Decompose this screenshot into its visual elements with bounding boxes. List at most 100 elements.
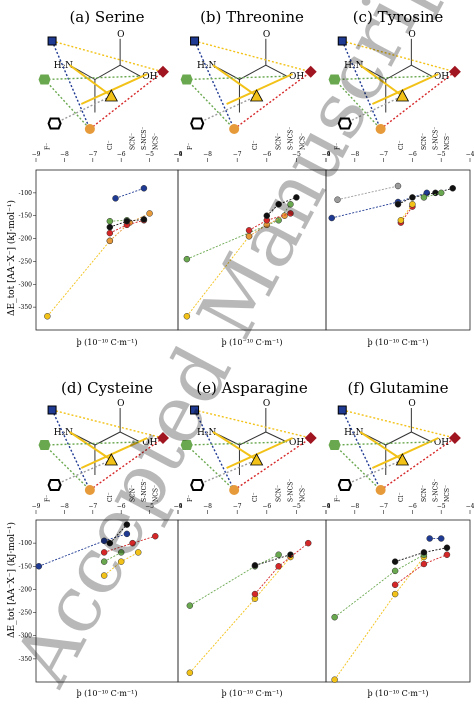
anion-label: S-NCS⁻	[287, 127, 294, 150]
top-tick-label: −6	[117, 503, 126, 510]
top-tick-label: −9	[322, 503, 331, 510]
series-line	[189, 554, 279, 607]
interaction-line	[212, 431, 258, 461]
data-point	[245, 233, 253, 240]
bond	[411, 64, 433, 77]
atom-label: O	[117, 30, 124, 40]
data-point	[146, 210, 153, 217]
red-diamond-marker	[156, 65, 169, 78]
anion-label: SCN⁻	[130, 485, 137, 502]
panel-title: (e) Asparagine	[196, 379, 308, 397]
interaction-dotted	[51, 409, 91, 491]
interaction-line	[371, 437, 439, 469]
data-point	[304, 539, 312, 547]
bond	[119, 431, 141, 443]
top-tick-label: −9	[174, 151, 183, 158]
data-point	[331, 613, 338, 621]
data-point	[106, 539, 114, 547]
panel-5: (f) GlutamineH₂NOOH−9−8−7−6−5−4F⁻Cl⁻SCN⁻…	[322, 379, 474, 698]
black-hexagon-marker	[47, 479, 62, 491]
series-line	[248, 212, 291, 231]
data-point	[106, 223, 114, 231]
top-tick-label: −4	[174, 503, 183, 510]
anion-label: NCS⁻	[152, 485, 159, 502]
interaction-line	[226, 437, 294, 469]
anion-label: SCN⁻	[276, 485, 283, 502]
data-point	[420, 194, 428, 201]
x-axis-label: þ (10⁻¹⁰ C·m⁻¹)	[368, 338, 429, 347]
interaction-dotted	[51, 409, 164, 439]
atom-label: O	[117, 399, 124, 409]
series-line	[337, 185, 399, 201]
y-tick-label: -250	[19, 258, 33, 265]
data-point	[293, 194, 300, 201]
y-tick-label: -300	[19, 633, 33, 640]
anion-label: NCS⁻	[444, 485, 451, 502]
top-tick-label: −7	[379, 151, 388, 158]
data-point	[117, 549, 125, 556]
data-point	[391, 590, 399, 598]
top-tick-label: −6	[117, 151, 126, 158]
top-tick-label: −9	[32, 503, 41, 510]
interaction-dotted	[186, 444, 235, 491]
data-point	[328, 214, 336, 222]
anion-label: S-NCS⁻	[287, 479, 294, 502]
y-tick-label: -300	[19, 281, 33, 288]
data-point	[287, 210, 294, 217]
interaction-dotted	[344, 459, 403, 486]
anion-label: Cl⁻	[252, 492, 259, 502]
panel-1: (b) Threonine H₂N O OH −9 −8 −7 −6 −5 −4 F⁻ Cl⁻ SCN⁻…	[174, 8, 331, 347]
anion-label: S-NCS⁻	[432, 127, 439, 150]
y-tick-label: -150	[19, 563, 33, 570]
interaction-line	[80, 437, 148, 469]
data-point	[106, 229, 114, 237]
anion-label: F⁻	[335, 143, 342, 150]
top-tick-label: −7	[233, 151, 242, 158]
y-tick-label: -200	[19, 236, 33, 243]
top-tick-label: −7	[379, 503, 388, 510]
data-point	[449, 185, 456, 192]
bond	[265, 431, 288, 443]
data-point	[409, 194, 416, 201]
top-tick-label: −5	[292, 151, 301, 158]
top-tick-label: −8	[203, 151, 212, 158]
data-point	[334, 196, 341, 203]
interaction-dotted	[334, 79, 382, 130]
data-point	[275, 201, 282, 208]
series-line	[186, 236, 250, 317]
interaction-dotted	[233, 437, 312, 491]
bond	[265, 64, 288, 77]
panel-0: (a) Serine H₂N O OH −9 −8 −7 −6 −5 −4 F⁻ Cl⁻ SCN⁻ S-N…	[19, 8, 183, 347]
green-hexagon-marker	[180, 440, 193, 450]
interaction-dotted	[334, 75, 432, 81]
interaction-dotted	[344, 95, 403, 125]
data-point	[391, 558, 399, 565]
anion-label: NCS⁻	[299, 485, 306, 502]
interaction-line	[371, 73, 439, 105]
data-point	[443, 544, 451, 552]
data-point	[420, 549, 428, 556]
atom-label: H₂N	[54, 61, 73, 71]
top-tick-label: −8	[60, 151, 69, 158]
interaction-line	[359, 64, 403, 97]
data-point	[437, 189, 445, 197]
atom-label: H₂N	[197, 61, 216, 71]
interaction-dotted	[196, 459, 257, 486]
interaction-dotted	[341, 40, 382, 130]
atom-label: O	[263, 399, 270, 409]
top-tick-label: −8	[350, 503, 359, 510]
interaction-dotted	[341, 409, 382, 491]
yellow-triangle-marker	[104, 453, 118, 466]
series-line	[115, 187, 145, 199]
data-point	[331, 676, 338, 683]
interaction-dotted	[193, 409, 235, 491]
anion-label: Cl⁻	[398, 492, 405, 502]
blue-square-marker	[47, 405, 57, 415]
y-tick-label: -350	[19, 656, 33, 663]
data-point	[117, 558, 125, 565]
black-hexagon-marker	[190, 117, 205, 130]
data-point	[391, 581, 399, 589]
atom-label: H₂N	[344, 61, 363, 71]
y-axis-label: ΔE_tot [AA⁻X⁻] (kJ·mol⁻¹)	[6, 200, 17, 316]
top-tick-label: −5	[292, 503, 301, 510]
